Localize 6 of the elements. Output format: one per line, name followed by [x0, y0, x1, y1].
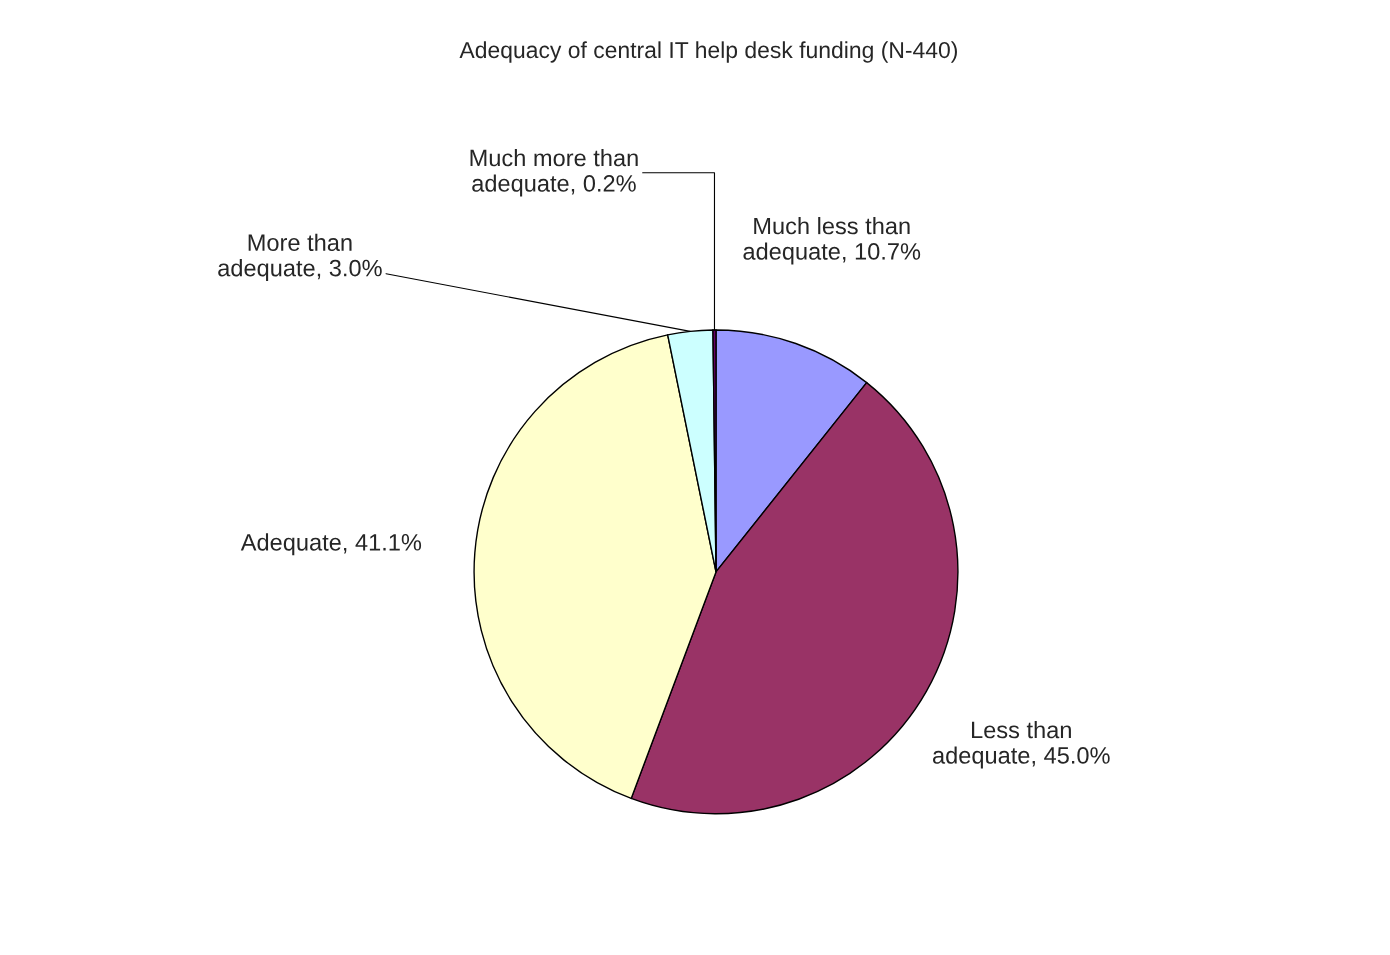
slice-label: Much more than adequate, 0.2%	[470, 148, 638, 197]
slice-label: Adequate, 41.1%	[240, 533, 422, 556]
chart-title: Adequacy of central IT help desk funding (N-440)	[459, 41, 957, 63]
slice-label: Much less than adequate, 10.7%	[743, 217, 921, 265]
slice-label: Less than adequate, 45.0%	[932, 721, 1110, 769]
slice-label: More than adequate, 3.0%	[218, 233, 382, 282]
